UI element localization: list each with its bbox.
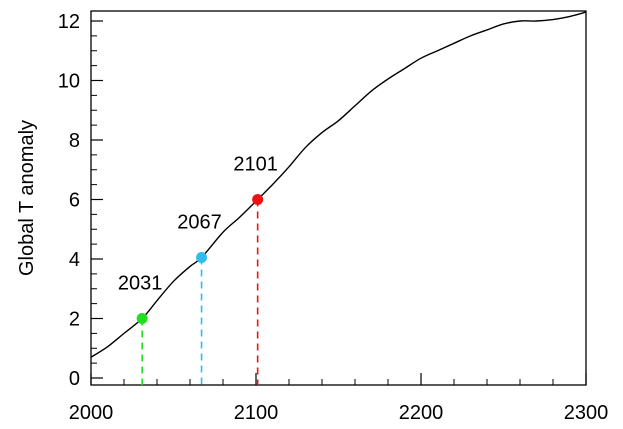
y-tick-label: 4 (69, 249, 80, 271)
annotation-drop-lines (141, 199, 259, 385)
marker-2031 (136, 313, 148, 324)
y-tick-label: 10 (58, 71, 80, 93)
y-axis-title: Global T anomaly (16, 120, 38, 276)
marker-2101 (252, 194, 264, 205)
annotation-label-2101: 2101 (233, 154, 278, 176)
marker-2067 (196, 252, 208, 264)
axis-ticks (90, 20, 587, 385)
y-tick-labels: 0 2 4 6 8 10 12 (58, 11, 80, 390)
annotation-label-2031: 2031 (118, 273, 163, 295)
y-tick-label: 6 (69, 190, 80, 212)
y-tick-label: 2 (69, 309, 80, 331)
x-tick-label: 2000 (69, 402, 114, 424)
x-tick-label: 2100 (234, 402, 279, 424)
y-tick-label: 12 (58, 11, 80, 33)
annotation-labels: 2031 2067 2101 (118, 154, 278, 295)
y-tick-label: 8 (69, 130, 80, 152)
x-tick-label: 2300 (564, 402, 609, 424)
annotation-label-2067: 2067 (177, 212, 222, 234)
x-tick-label: 2200 (399, 402, 444, 424)
annotation-markers (136, 194, 264, 324)
y-tick-label: 0 (69, 368, 80, 390)
x-tick-labels: 2000 2100 2200 2300 (69, 402, 609, 424)
plot-frame (90, 10, 587, 386)
series-line (90, 11, 587, 358)
